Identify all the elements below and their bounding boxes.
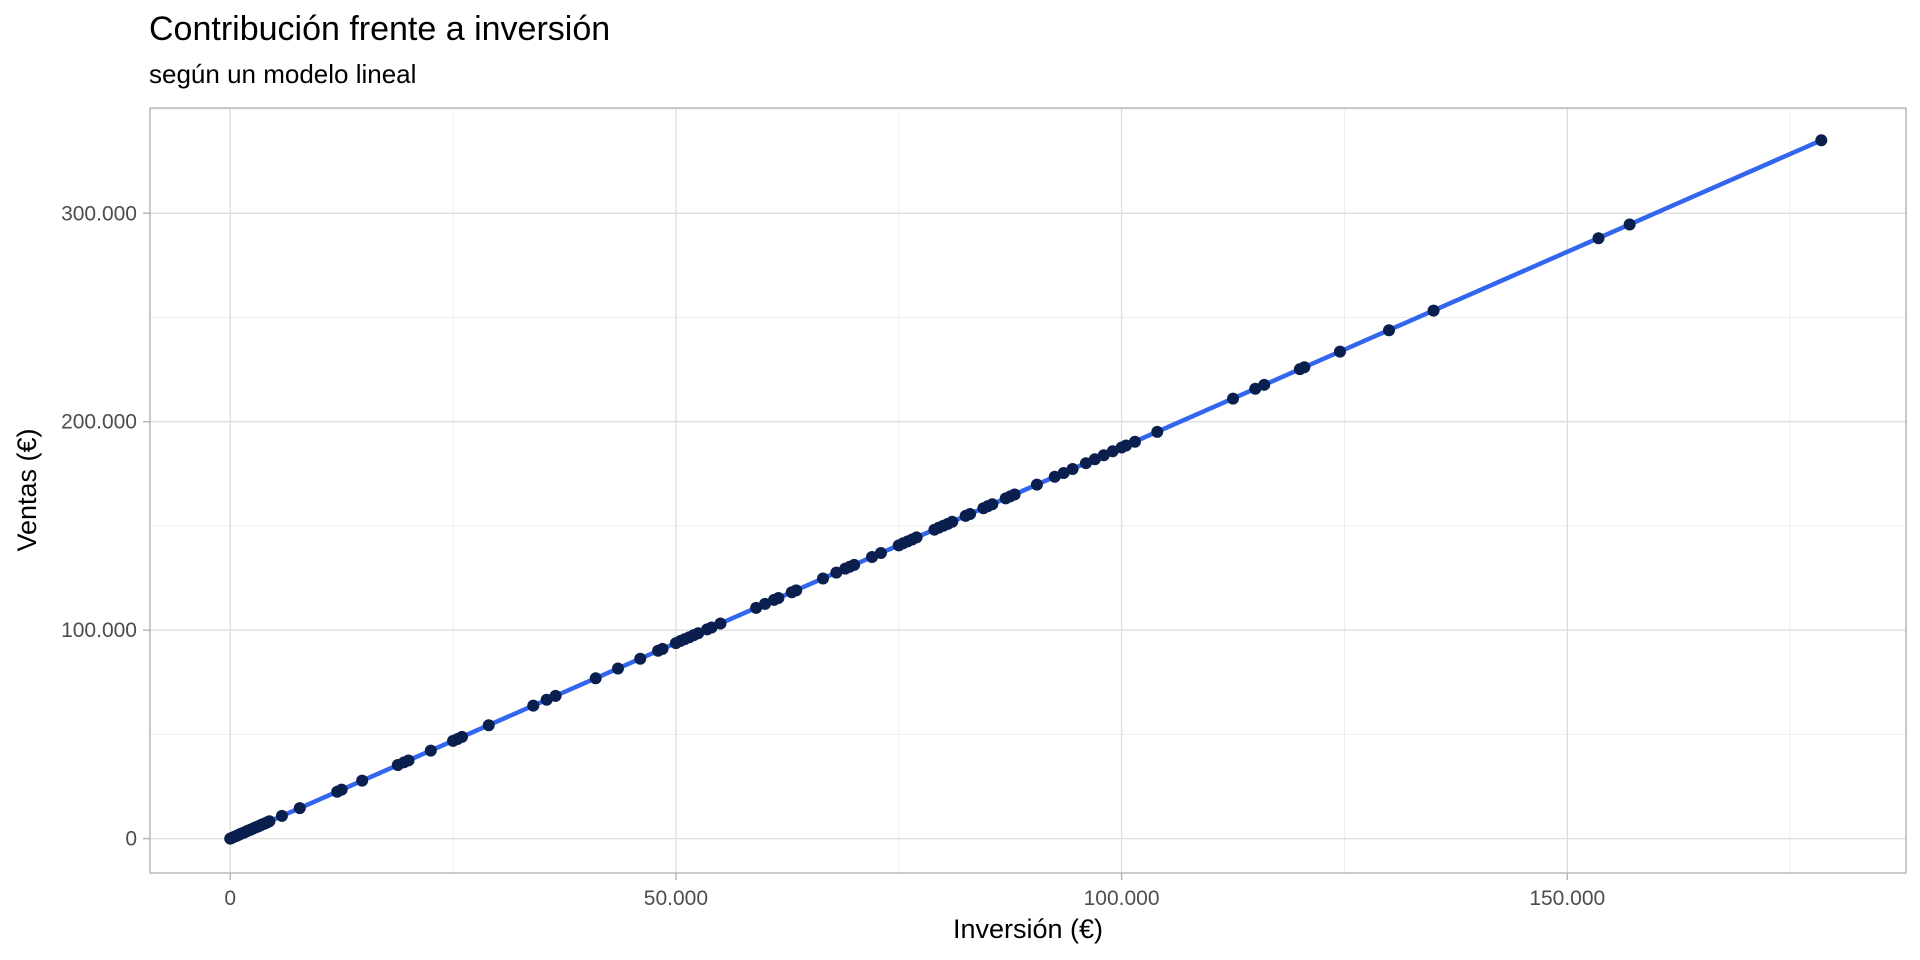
data-point: [1258, 378, 1271, 391]
data-point: [1623, 218, 1636, 231]
y-axis-title: Ventas (€): [12, 428, 42, 551]
data-point: [424, 744, 437, 757]
data-point: [455, 730, 468, 743]
chart-subtitle: según un modelo lineal: [149, 59, 416, 89]
panel-border: [149, 107, 1907, 874]
data-point: [611, 662, 624, 675]
data-point: [1128, 435, 1141, 448]
data-point: [1298, 361, 1311, 374]
data-point: [1815, 134, 1828, 147]
x-tick-label: 0: [224, 887, 236, 910]
data-point: [714, 617, 727, 630]
x-axis-title: Inversión (€): [953, 914, 1103, 944]
data-point: [634, 652, 647, 665]
data-point: [964, 508, 977, 521]
x-tick-label: 150.000: [1529, 887, 1605, 910]
data-point: [527, 699, 540, 712]
data-point: [1592, 232, 1605, 245]
y-tick-label: 0: [125, 828, 137, 851]
data-point: [356, 774, 369, 787]
data-point: [1227, 392, 1240, 405]
data-point: [402, 754, 415, 767]
data-point: [1151, 425, 1164, 438]
data-point: [1008, 488, 1021, 501]
data-point: [848, 558, 861, 571]
points-layer: [224, 134, 1828, 845]
data-point: [589, 672, 602, 685]
data-point: [656, 642, 669, 655]
data-point: [549, 689, 562, 702]
x-tick-label: 100.000: [1084, 887, 1160, 910]
data-point: [1333, 345, 1346, 358]
data-point: [946, 515, 959, 528]
y-tick-label: 100.000: [61, 619, 137, 642]
y-tick-label: 300.000: [61, 202, 137, 225]
data-point: [790, 584, 803, 597]
gridlines: [150, 108, 1906, 873]
x-tick-label: 50.000: [644, 887, 708, 910]
data-point: [293, 802, 306, 815]
fit-line: [227, 138, 1824, 841]
data-point: [263, 815, 276, 828]
x-axis: 0 50.000 100.000 150.000: [224, 873, 1605, 910]
data-point: [772, 592, 785, 605]
data-point: [816, 572, 829, 585]
data-point: [482, 719, 495, 732]
data-point: [335, 783, 348, 796]
data-point: [1030, 478, 1043, 491]
data-point: [275, 809, 288, 822]
data-point: [1383, 324, 1396, 337]
data-point: [910, 531, 923, 544]
fit-line-layer: [227, 138, 1824, 841]
data-point: [1427, 304, 1440, 317]
data-point: [1066, 463, 1079, 476]
data-point: [874, 547, 887, 560]
data-point: [986, 498, 999, 511]
y-axis: 0 100.000 200.000 300.000: [61, 202, 150, 851]
y-tick-label: 200.000: [61, 411, 137, 434]
chart-title: Contribución frente a inversión: [149, 10, 610, 48]
